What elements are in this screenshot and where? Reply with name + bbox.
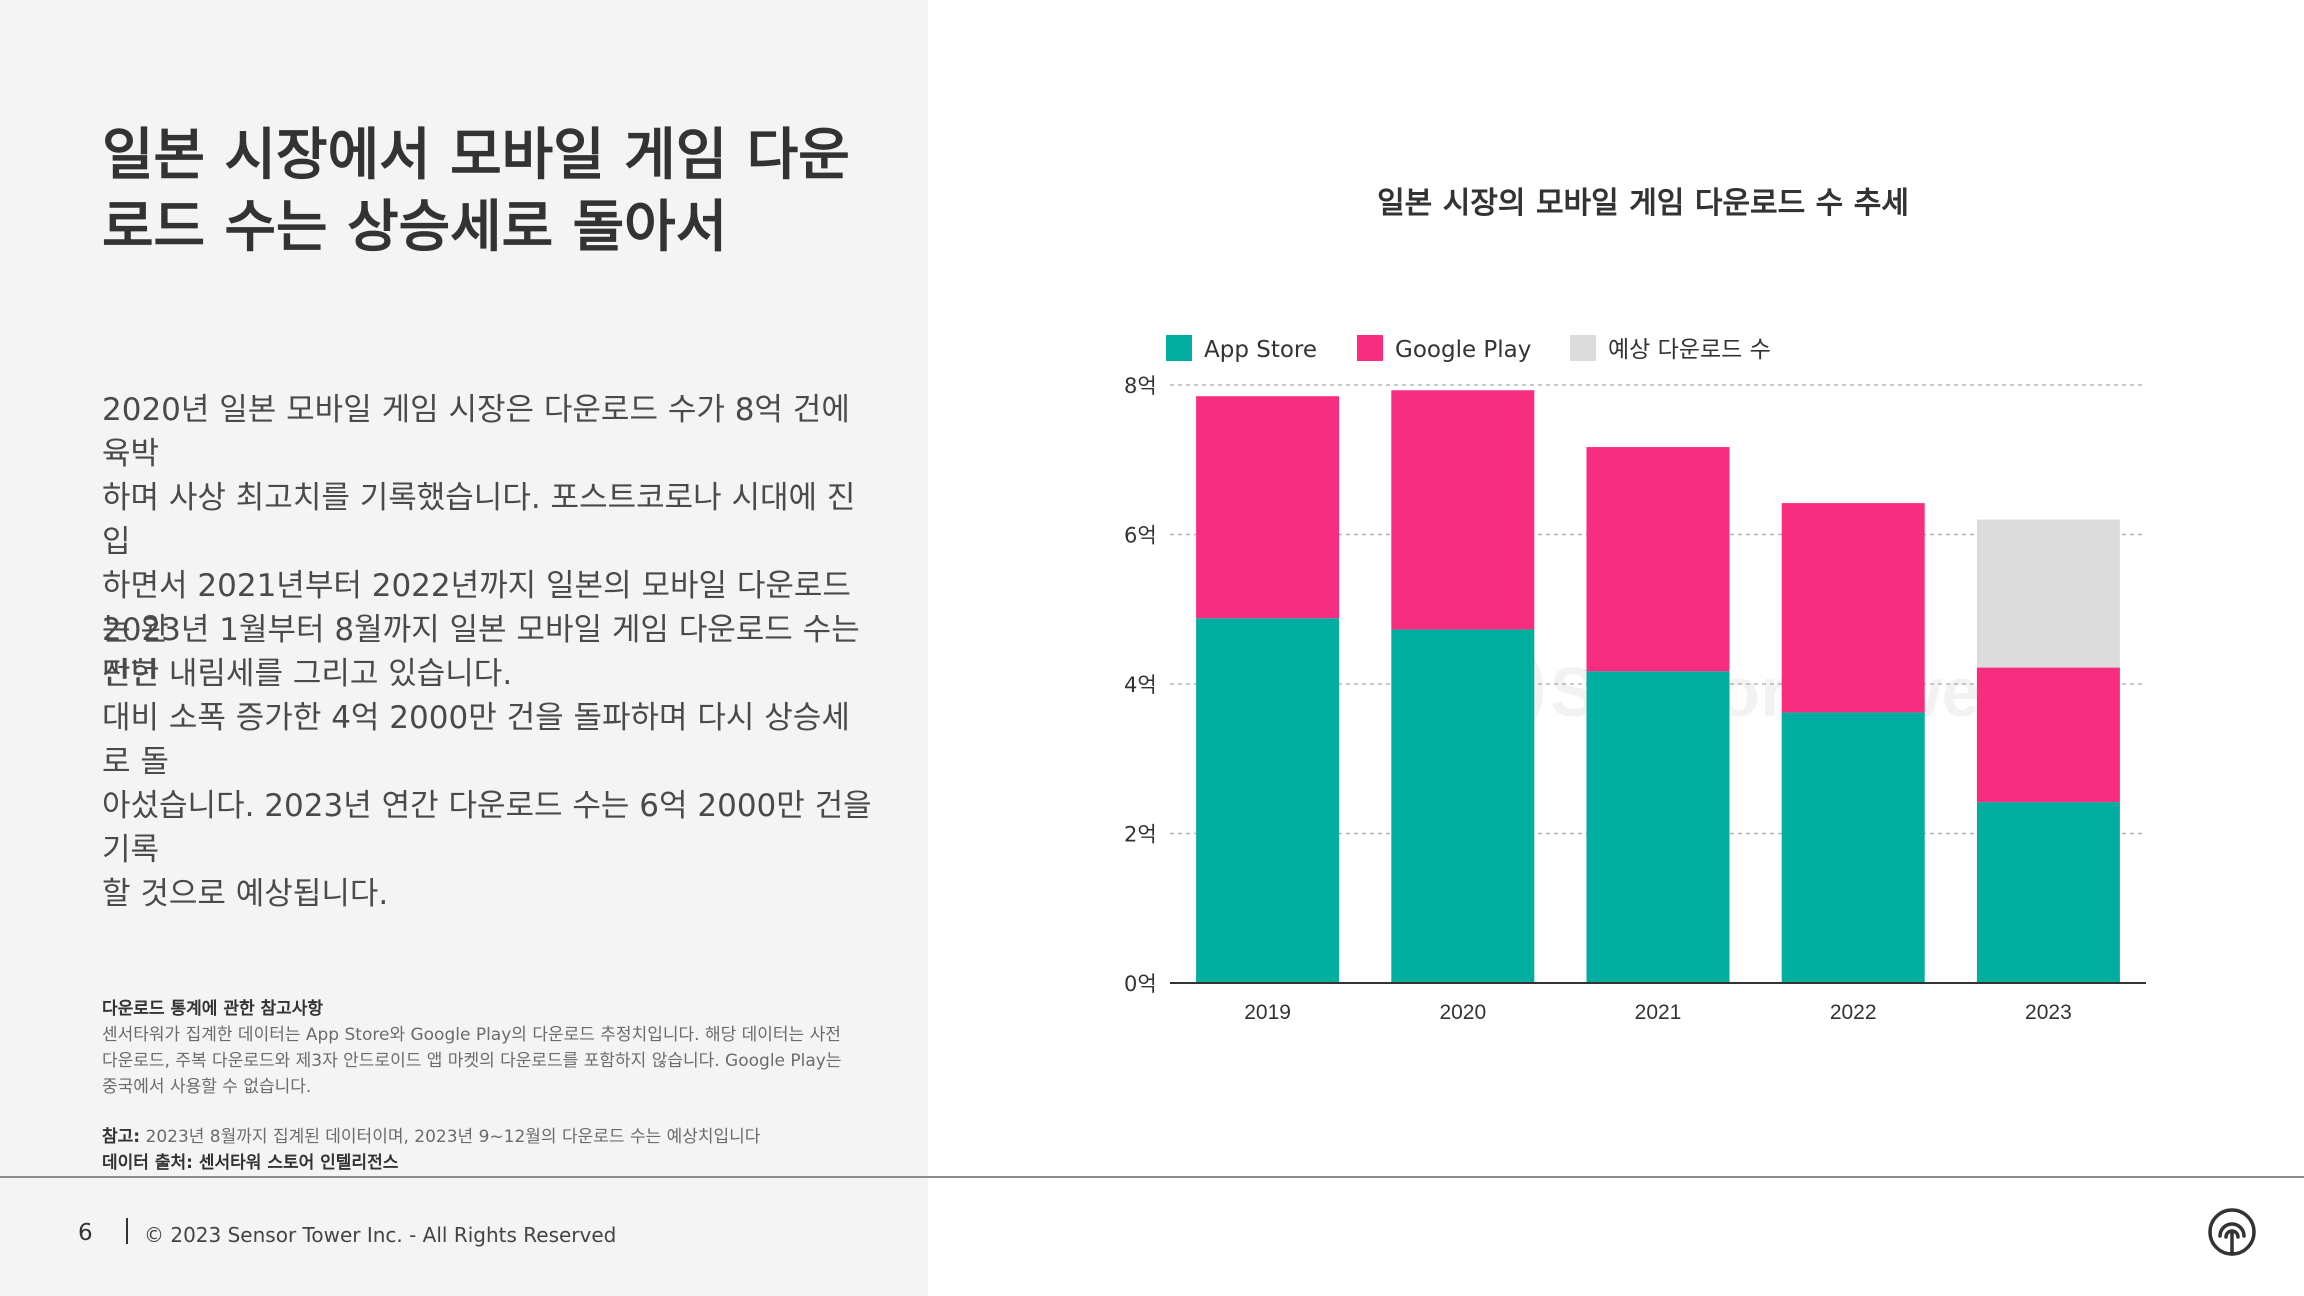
copyright-text: © 2023 Sensor Tower Inc. - All Rights Re… bbox=[144, 1223, 617, 1247]
chart-legend: App Store Google Play 예상 다운로드 수 bbox=[1166, 335, 1771, 363]
body-paragraph-2: 2023년 1월부터 8월까지 일본 모바일 게임 다운로드 수는 전년 대비 … bbox=[102, 608, 872, 916]
y-tick-label: 6억 bbox=[1124, 524, 1157, 548]
chart-title: 일본 시장의 모바일 게임 다운로드 수 추세 bbox=[1377, 186, 1909, 221]
x-tick-label: 2020 bbox=[1439, 1001, 1486, 1024]
reference-line: 참고: 2023년 8월까지 집계된 데이터이며, 2023년 9~12월의 다… bbox=[102, 1124, 882, 1150]
legend-swatch bbox=[1357, 335, 1383, 361]
x-tick-label: 2019 bbox=[1244, 1001, 1291, 1024]
notes-line: 센서타워가 집계한 데이터는 App Store와 Google Play의 다… bbox=[102, 1025, 841, 1045]
footer-separator bbox=[126, 1218, 128, 1244]
bar-segment bbox=[1781, 503, 1925, 713]
paragraph-line: 대비 소폭 증가한 4억 2000만 건을 돌파하며 다시 상승세로 돌 bbox=[102, 700, 850, 780]
paragraph-line: 하면서 2021년부터 2022년까지 일본의 모바일 다운로드는 완 bbox=[102, 568, 851, 648]
data-source: 데이터 출처: 센서타워 스토어 인텔리전스 bbox=[102, 1153, 399, 1173]
x-tick-label: 2023 bbox=[2025, 1001, 2072, 1024]
y-tick-label: 8억 bbox=[1124, 374, 1157, 398]
bar-segment bbox=[1391, 629, 1535, 983]
notes-line: 다운로드, 주복 다운로드와 제3자 안드로이드 앱 마켓의 다운로드를 포함하… bbox=[102, 1051, 842, 1071]
page-title: 일본 시장에서 모바일 게임 다운 로드 수는 상승세로 돌아서 bbox=[102, 120, 882, 264]
legend-label: App Store bbox=[1204, 337, 1317, 363]
left-panel bbox=[0, 0, 928, 1296]
chart-axes: 0억 2억 4억 6억 8억 2019 2020 2021 2022 2023 bbox=[1124, 374, 2146, 1024]
y-tick-label: 2억 bbox=[1124, 823, 1157, 847]
x-tick-label: 2021 bbox=[1635, 1001, 1682, 1024]
paragraph-line: 할 것으로 예상됩니다. bbox=[102, 876, 389, 912]
bar-segment bbox=[1976, 667, 2120, 803]
x-tick-label: 2022 bbox=[1830, 1001, 1877, 1024]
legend-label: Google Play bbox=[1395, 337, 1531, 363]
page-number: 6 bbox=[78, 1220, 93, 1246]
body-paragraph-1: 2020년 일본 모바일 게임 시장은 다운로드 수가 8억 건에 육박 하며 … bbox=[102, 388, 872, 696]
paragraph-line: 만한 내림세를 그리고 있습니다. bbox=[102, 656, 513, 692]
page-title-line-1: 일본 시장에서 모바일 게임 다운 bbox=[102, 123, 850, 188]
y-tick-label: 4억 bbox=[1124, 673, 1157, 697]
bar-segment bbox=[1391, 390, 1535, 630]
bar-segment bbox=[1196, 618, 1340, 983]
y-tick-label: 0억 bbox=[1124, 972, 1157, 996]
paragraph-line: 아섰습니다. 2023년 연간 다운로드 수는 6억 2000만 건을 기록 bbox=[102, 788, 872, 868]
bar-segment bbox=[1976, 519, 2120, 668]
footer-divider bbox=[0, 1176, 2304, 1178]
notes-heading: 다운로드 통계에 관한 참고사항 bbox=[102, 999, 324, 1019]
bar-segment bbox=[1781, 712, 1925, 983]
bar-segment bbox=[1196, 396, 1340, 619]
legend-swatch bbox=[1166, 335, 1192, 361]
notes-line: 중국에서 사용할 수 없습니다. bbox=[102, 1077, 312, 1097]
bar-segment bbox=[1586, 447, 1730, 672]
paragraph-line: 2023년 1월부터 8월까지 일본 모바일 게임 다운로드 수는 전년 bbox=[102, 612, 860, 692]
bar-segment bbox=[1976, 802, 2120, 983]
reference-notes: 참고: 2023년 8월까지 집계된 데이터이며, 2023년 9~12월의 다… bbox=[102, 1124, 882, 1176]
legend-swatch bbox=[1570, 335, 1596, 361]
chart-bars bbox=[1196, 390, 2120, 983]
legend-label: 예상 다운로드 수 bbox=[1608, 337, 1771, 363]
reference-text: 2023년 8월까지 집계된 데이터이며, 2023년 9~12월의 다운로드 … bbox=[140, 1127, 761, 1147]
reference-label: 참고: bbox=[102, 1127, 141, 1147]
bar-segment bbox=[1586, 671, 1730, 983]
page-title-line-2: 로드 수는 상승세로 돌아서 bbox=[102, 195, 728, 260]
sensor-tower-logo-icon bbox=[2208, 1208, 2256, 1256]
download-notes: 다운로드 통계에 관한 참고사항 센서타워가 집계한 데이터는 App Stor… bbox=[102, 996, 882, 1100]
paragraph-line: 2020년 일본 모바일 게임 시장은 다운로드 수가 8억 건에 육박 bbox=[102, 392, 850, 472]
paragraph-line: 하며 사상 최고치를 기록했습니다. 포스트코로나 시대에 진입 bbox=[102, 480, 856, 560]
